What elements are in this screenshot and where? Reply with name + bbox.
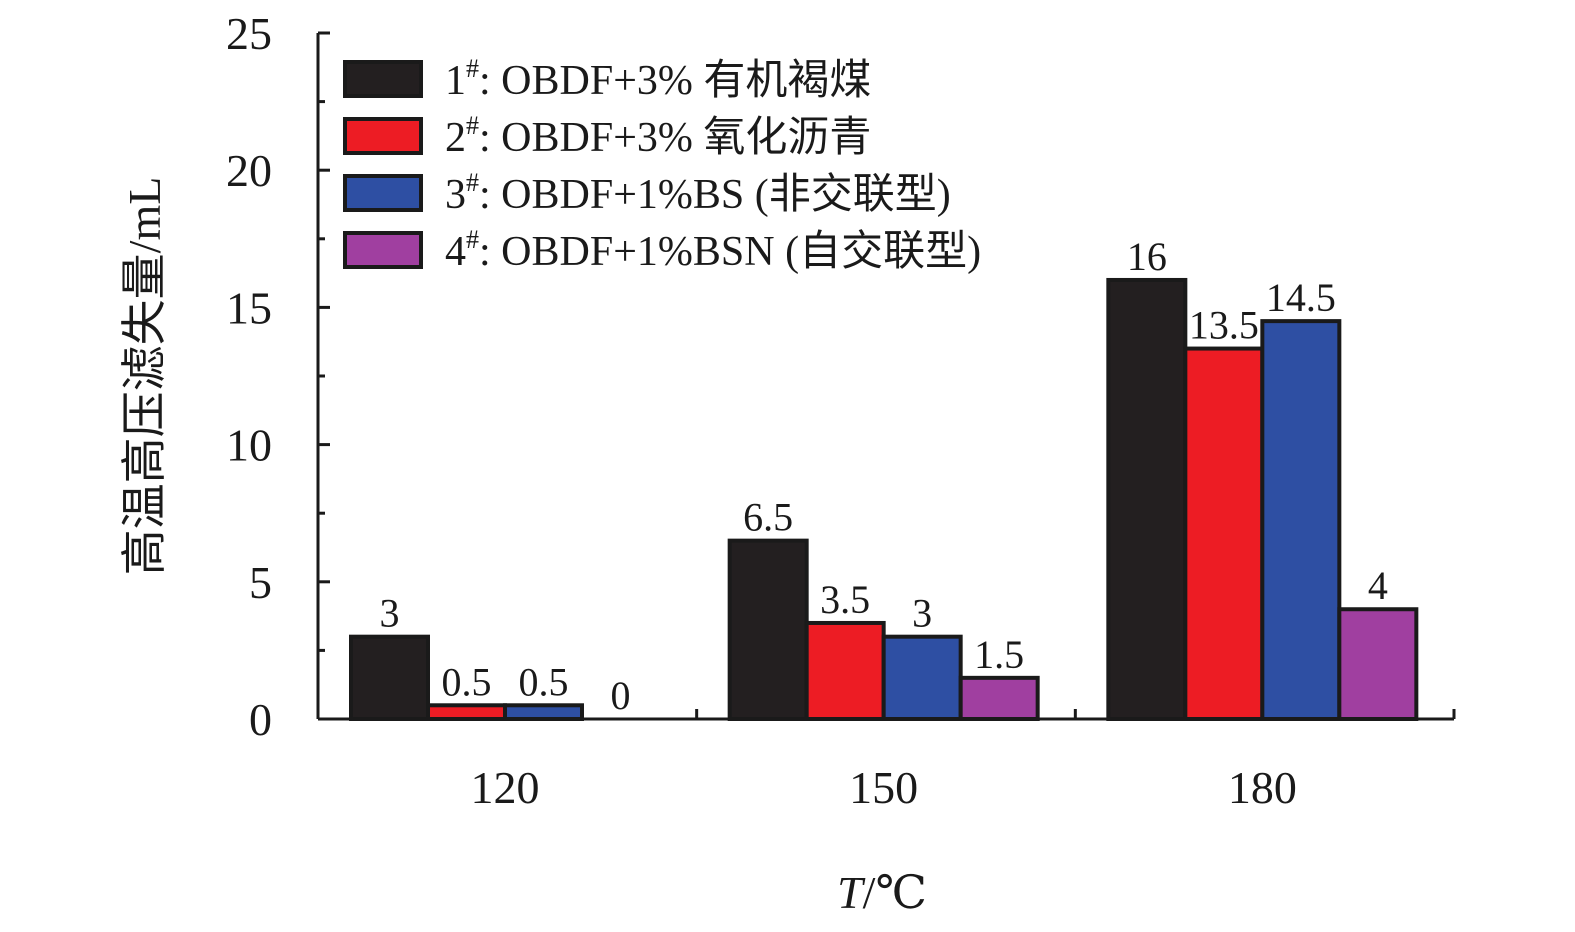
legend-superscript: # bbox=[466, 225, 479, 254]
y-tick-label: 15 bbox=[226, 282, 272, 333]
bar-value-label: 3.5 bbox=[820, 577, 870, 622]
bar-value-label: 6.5 bbox=[743, 495, 793, 540]
bar bbox=[1106, 277, 1188, 721]
legend-series-number: 3 bbox=[445, 172, 466, 218]
bar bbox=[1260, 319, 1342, 721]
x-axis-unit: /℃ bbox=[863, 867, 927, 918]
bar-value-label: 4 bbox=[1368, 563, 1388, 608]
bar-value-label: 3 bbox=[912, 591, 932, 636]
bar-value-label: 14.5 bbox=[1266, 275, 1336, 320]
x-axis-variable: T bbox=[837, 867, 866, 918]
bar-value-label: 3 bbox=[380, 591, 400, 636]
bar-value-label: 0.5 bbox=[519, 659, 569, 704]
legend-series-number: 1 bbox=[445, 58, 466, 104]
legend-superscript: # bbox=[466, 54, 479, 83]
bar-value-label: 0.5 bbox=[442, 659, 492, 704]
bar bbox=[804, 620, 886, 722]
bars-group bbox=[349, 277, 1419, 722]
bar bbox=[503, 703, 584, 722]
bar bbox=[426, 703, 507, 722]
legend-swatch bbox=[343, 117, 423, 155]
y-tick-label: 10 bbox=[226, 420, 272, 471]
x-axis-title: T/℃ bbox=[837, 867, 927, 918]
legend-superscript: # bbox=[466, 111, 479, 140]
bar bbox=[1183, 346, 1265, 721]
bar bbox=[958, 675, 1040, 722]
x-ticks-group: 120 150 180 bbox=[471, 709, 1456, 813]
legend-series-number: 2 bbox=[445, 115, 466, 161]
bar-value-label: 1.5 bbox=[974, 632, 1024, 677]
legend-series-name: : OBDF+3% 有机褐煤 bbox=[479, 58, 871, 104]
legend-series-name: : OBDF+1%BSN (自交联型) bbox=[479, 228, 981, 275]
x-tick-label: 150 bbox=[849, 762, 918, 813]
bar-value-label: 16 bbox=[1127, 234, 1167, 279]
legend-label: 1#: OBDF+3% 有机褐煤 bbox=[445, 54, 871, 104]
bar-value-label: 0 bbox=[611, 673, 631, 718]
legend-swatch bbox=[343, 231, 423, 269]
x-tick-label: 120 bbox=[471, 762, 540, 813]
x-tick-label: 180 bbox=[1228, 762, 1297, 813]
bar-value-label: 13.5 bbox=[1189, 303, 1259, 348]
y-ticks-group: 0 5 10 15 20 25 bbox=[226, 8, 330, 745]
legend-label: 2#: OBDF+3% 氧化沥青 bbox=[445, 111, 871, 161]
legend-series-number: 4 bbox=[445, 229, 466, 275]
legend-superscript: # bbox=[466, 168, 479, 197]
legend-label: 3#: OBDF+1%BS (非交联型) bbox=[445, 168, 951, 218]
legend-label: 4#: OBDF+1%BSN (自交联型) bbox=[445, 225, 981, 275]
y-tick-label: 25 bbox=[226, 8, 272, 59]
legend-swatch bbox=[343, 60, 423, 98]
data-labels-group: 3 0.5 0.5 0 6.5 3.5 3 1.5 16 13.514.5 4 bbox=[380, 234, 1388, 718]
bar bbox=[349, 634, 430, 721]
legend-swatch bbox=[343, 174, 423, 212]
y-axis-title: 高温高压滤失量/mL bbox=[119, 177, 170, 576]
y-tick-label: 5 bbox=[249, 557, 272, 608]
bar bbox=[727, 538, 809, 722]
y-tick-label: 0 bbox=[249, 694, 272, 745]
legend-series-name: : OBDF+1%BS (非交联型) bbox=[479, 171, 951, 218]
bar bbox=[881, 634, 963, 721]
legend-series-name: : OBDF+3% 氧化沥青 bbox=[479, 115, 871, 161]
bar bbox=[1337, 607, 1419, 721]
y-tick-label: 20 bbox=[226, 145, 272, 196]
